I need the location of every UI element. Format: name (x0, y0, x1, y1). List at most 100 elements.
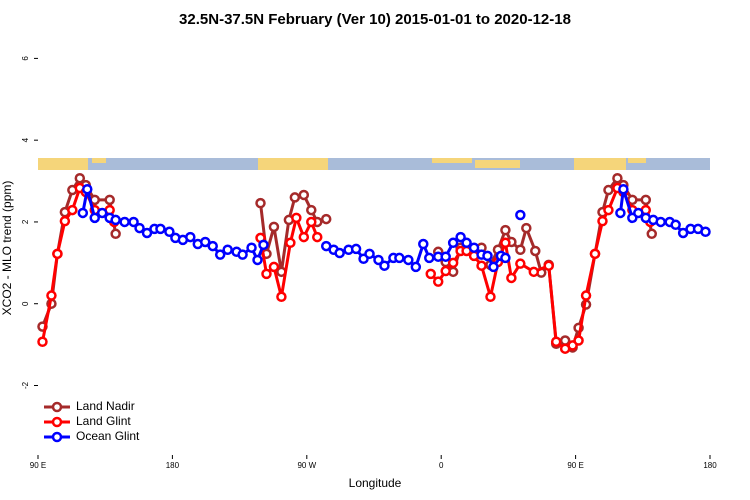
legend-marker (51, 431, 63, 443)
point (677, 227, 689, 239)
point (96, 207, 108, 219)
point (312, 231, 323, 243)
point (425, 268, 436, 280)
point (515, 209, 526, 221)
point (222, 244, 233, 255)
point (447, 257, 459, 269)
point (700, 226, 711, 238)
point (410, 261, 422, 273)
point (455, 231, 466, 243)
point (52, 248, 63, 260)
point (141, 227, 153, 239)
x-tick-label: 180 (166, 461, 180, 470)
legend-label: Ocean Glint (76, 429, 140, 443)
point (261, 268, 272, 280)
point (82, 183, 93, 195)
y-tick-label: 2 (21, 219, 30, 224)
point (128, 216, 139, 228)
point (543, 260, 554, 271)
point (364, 248, 375, 260)
point (268, 221, 280, 233)
point (461, 237, 472, 249)
point (515, 258, 526, 269)
point (440, 265, 451, 277)
point (646, 228, 658, 240)
point (640, 194, 652, 206)
point (74, 172, 86, 184)
point (77, 207, 89, 219)
point (207, 240, 218, 252)
point (164, 226, 175, 238)
point (37, 336, 48, 347)
point (633, 207, 644, 219)
point (298, 231, 310, 243)
point (597, 215, 608, 227)
point (500, 252, 511, 264)
point (550, 336, 562, 347)
point (276, 291, 287, 303)
point (615, 207, 626, 219)
point (506, 272, 517, 284)
legend-label: Land Glint (76, 414, 131, 428)
point (488, 261, 499, 273)
point (246, 242, 257, 253)
point (580, 290, 592, 301)
point (306, 216, 317, 228)
point (418, 238, 429, 250)
y-tick-label: 4 (21, 137, 30, 142)
point (528, 266, 540, 278)
x-tick-label: 180 (703, 461, 717, 470)
point (482, 250, 493, 262)
y-tick-label: -2 (21, 381, 30, 389)
point (46, 290, 57, 301)
point (134, 222, 145, 234)
point (298, 189, 310, 201)
point (379, 260, 390, 271)
point (214, 249, 226, 260)
point (350, 243, 362, 255)
point (104, 194, 115, 206)
point (252, 254, 263, 266)
point (237, 249, 248, 260)
point (424, 252, 435, 264)
point (618, 183, 629, 195)
point (110, 214, 121, 226)
y-tick-label: 0 (21, 301, 30, 306)
point (268, 261, 280, 273)
point (255, 197, 266, 209)
point (515, 244, 526, 255)
point (291, 212, 302, 224)
point (573, 335, 584, 346)
point (394, 252, 405, 264)
legend-label: Land Nadir (76, 399, 135, 413)
point (155, 223, 166, 235)
chart-title: 32.5N-37.5N February (Ver 10) 2015-01-01… (179, 11, 571, 28)
x-tick-label: 90 E (30, 461, 46, 470)
point (110, 228, 121, 240)
point (468, 242, 480, 253)
y-tick-label: 6 (21, 56, 30, 61)
point (485, 291, 496, 303)
point (447, 237, 459, 249)
point (258, 239, 269, 251)
point (476, 260, 487, 271)
land-mask-strip (38, 158, 710, 170)
point (603, 184, 614, 196)
legend-marker (51, 401, 63, 413)
point (670, 219, 681, 231)
point (440, 251, 451, 262)
point (612, 172, 623, 184)
point (403, 254, 414, 266)
point (200, 236, 211, 248)
point (306, 204, 317, 216)
point (500, 224, 511, 236)
point (185, 231, 196, 243)
series-line (41, 185, 652, 351)
y-axis-label: XCO2 - MLO trend (ppm) (0, 181, 14, 316)
point (603, 204, 614, 216)
point (334, 247, 345, 259)
point (89, 212, 100, 224)
point (655, 216, 666, 228)
point (67, 204, 78, 216)
